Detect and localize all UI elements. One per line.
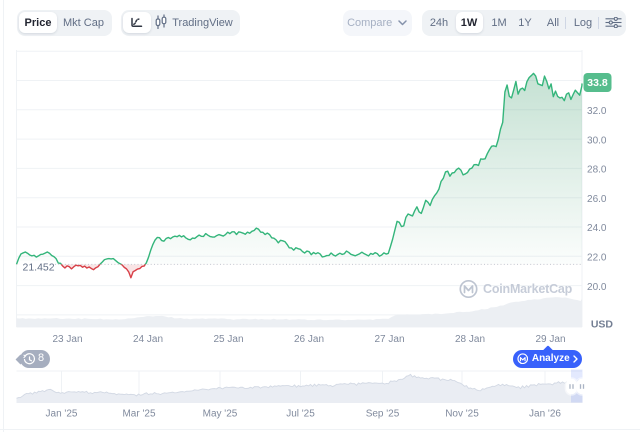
svg-text:28 Jan: 28 Jan [455, 334, 485, 345]
svg-text:21.452: 21.452 [23, 262, 55, 274]
svg-text:Jul '25: Jul '25 [286, 409, 315, 420]
svg-text:20.0: 20.0 [587, 282, 607, 293]
svg-text:30.0: 30.0 [587, 135, 607, 146]
svg-text:26 Jan: 26 Jan [294, 334, 324, 345]
svg-text:24.0: 24.0 [587, 223, 607, 234]
svg-text:Sep '25: Sep '25 [366, 409, 400, 420]
svg-text:29 Jan: 29 Jan [535, 334, 565, 345]
svg-text:22.0: 22.0 [587, 253, 607, 264]
svg-text:Jan '25: Jan '25 [46, 409, 78, 420]
svg-text:24 Jan: 24 Jan [133, 334, 163, 345]
svg-text:USD: USD [591, 319, 614, 331]
svg-text:27 Jan: 27 Jan [374, 334, 404, 345]
svg-text:May '25: May '25 [203, 409, 238, 420]
svg-text:33.8: 33.8 [587, 77, 608, 89]
svg-text:26.0: 26.0 [587, 194, 607, 205]
svg-text:Nov '25: Nov '25 [445, 409, 479, 420]
svg-text:23 Jan: 23 Jan [52, 334, 82, 345]
svg-text:32.0: 32.0 [587, 106, 607, 117]
svg-text:25 Jan: 25 Jan [213, 334, 243, 345]
svg-text:28.0: 28.0 [587, 165, 607, 176]
svg-text:Jan '26: Jan '26 [529, 409, 561, 420]
svg-text:CoinMarketCap: CoinMarketCap [483, 282, 573, 296]
svg-text:Mar '25: Mar '25 [122, 409, 155, 420]
